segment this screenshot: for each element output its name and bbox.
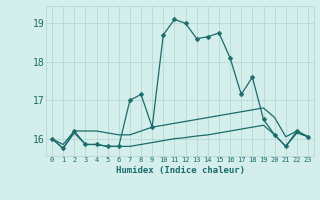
X-axis label: Humidex (Indice chaleur): Humidex (Indice chaleur) <box>116 166 244 175</box>
